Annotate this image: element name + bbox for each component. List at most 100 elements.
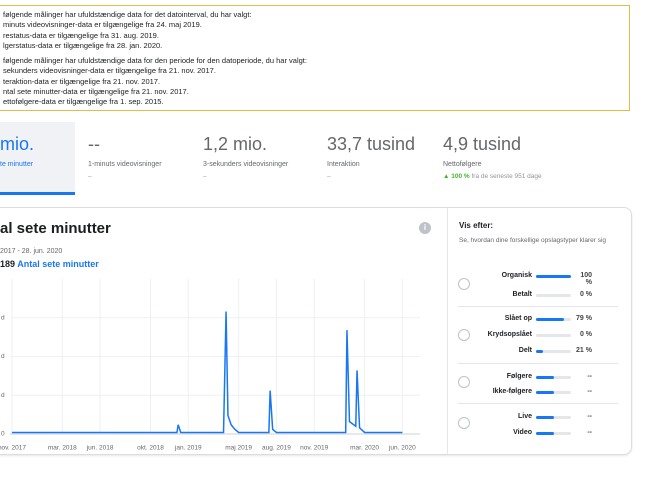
x-tick-label: nov. 2019 xyxy=(300,445,328,452)
notice-item: minuts videovisninger-data er tilgængeli… xyxy=(3,20,202,30)
x-tick-label: nov. 2017 xyxy=(0,445,26,452)
y-tick-label: d xyxy=(1,353,5,360)
y-tick-label: 0 xyxy=(1,431,5,438)
separator xyxy=(458,306,618,307)
row-value: 0 % xyxy=(579,291,592,298)
breakdown-description: Se, hvordan dine forskellige opslagstype… xyxy=(459,237,607,244)
metric-change: ▲ 100 % xyxy=(443,173,470,180)
line-chart: 0 d d d nov. 2017 mar. 2018 jun. 2018 okt. 2018… xyxy=(0,279,420,452)
bar-track xyxy=(536,416,571,419)
metric-note: – xyxy=(88,173,92,180)
row-label: Krydsopslået xyxy=(487,331,532,338)
radio-button[interactable] xyxy=(458,278,470,290)
row-label: Live xyxy=(517,413,532,420)
row-value: 79 % xyxy=(576,315,592,322)
notice-group: følgende målinger har ufuldstændige data… xyxy=(3,56,629,107)
metric-note: – xyxy=(203,173,207,180)
bar-track xyxy=(536,350,571,353)
metric-value: 4,9 tusind xyxy=(443,134,522,154)
metric-label: 1-minuts videovisninger xyxy=(88,161,162,168)
row-label: Ikke-følgere xyxy=(492,388,532,395)
info-icon[interactable]: i xyxy=(419,222,431,234)
total: 189 Antal sete minutter xyxy=(0,259,99,269)
bar-track xyxy=(536,275,571,278)
metric-note: fra de seneste 951 dage xyxy=(471,173,542,180)
metric-tab[interactable]: 33,7 tusind Interaktion – xyxy=(317,122,427,195)
row-label: Betalt xyxy=(512,291,532,298)
chart-title: al sete minutter xyxy=(0,220,111,237)
series-name: Antal sete minutter xyxy=(17,259,99,269)
metric-tab[interactable]: 1,2 mio. 3-sekunders videovisninger – xyxy=(193,122,313,195)
total-value: 189 xyxy=(0,259,16,269)
notice-item: lgerstatus-data er tilgængelige fra 28. … xyxy=(3,40,163,50)
divider xyxy=(447,208,448,454)
notice-box: følgende målinger har ufuldstændige data… xyxy=(0,5,630,111)
bar-track xyxy=(536,334,571,337)
breakdown-row: Delt 21 % xyxy=(470,345,620,359)
bar-track xyxy=(536,294,571,297)
metric-value: 1,2 mio. xyxy=(203,134,268,154)
row-value: -- xyxy=(587,388,592,395)
y-tick-label: d xyxy=(1,392,5,399)
metric-value: mio. xyxy=(0,134,35,154)
row-value: -- xyxy=(587,413,592,420)
row-label: Følgere xyxy=(506,373,532,380)
metric-sub: – xyxy=(88,173,188,180)
chart-card xyxy=(0,207,632,455)
breakdown-row: Slået op 79 % xyxy=(470,313,620,327)
bar-fill xyxy=(536,350,544,353)
notice-item: sekunders videovisninger-data er tilgæng… xyxy=(3,66,216,76)
metric-tab[interactable]: 4,9 tusind Nettofølgere ▲ 100 % fra de sen… xyxy=(433,122,563,195)
metric-sub: – xyxy=(327,173,427,180)
x-tick-label: aug. 2019 xyxy=(262,445,291,452)
metric-label: Nettofølgere xyxy=(443,161,482,168)
breakdown-row: Organisk 100 % xyxy=(470,270,620,286)
x-tick-label: mar. 2020 xyxy=(350,445,379,452)
row-value: -- xyxy=(587,373,592,380)
metric-label: 3-sekunders videovisninger xyxy=(203,161,289,168)
metric-tab[interactable]: -- 1-minuts videovisninger – xyxy=(78,122,188,195)
row-label: Video xyxy=(513,429,532,436)
radio-button[interactable] xyxy=(458,329,470,341)
metric-value: -- xyxy=(88,134,100,154)
metric-tab[interactable]: mio. te minutter xyxy=(0,122,75,195)
notice-heading: følgende målinger har ufuldstændige data… xyxy=(3,56,307,66)
notice-item: ettofølgere-data er tilgængelige fra 1. … xyxy=(3,97,164,107)
row-value: 100 % xyxy=(580,272,592,286)
radio-button[interactable] xyxy=(458,417,470,429)
radio-button[interactable] xyxy=(458,376,470,388)
bar-fill xyxy=(536,318,564,321)
x-tick-label: jun. 2020 xyxy=(388,445,416,452)
notice-heading: følgende målinger har ufuldstændige data… xyxy=(3,10,252,19)
x-tick-label: maj 2019 xyxy=(225,445,252,452)
x-tick-label: okt. 2018 xyxy=(137,445,164,452)
date-range: 2017 - 28. jun. 2020 xyxy=(0,248,63,255)
breakdown-row: Video -- xyxy=(470,427,620,441)
notice-item: restatus-data er tilgængelige fra 31. au… xyxy=(3,30,159,40)
y-tick-label: d xyxy=(1,314,5,321)
data-line xyxy=(11,311,403,434)
metric-note: – xyxy=(327,173,331,180)
breakdown-row: Ikke-følgere -- xyxy=(470,386,620,400)
x-tick-label: jun. 2018 xyxy=(86,445,114,452)
metric-sub: – xyxy=(203,173,313,180)
breakdown-row: Betalt 0 % xyxy=(470,289,620,303)
row-label: Delt xyxy=(518,347,532,354)
bar-placeholder xyxy=(536,416,554,419)
x-tick-label: mar. 2018 xyxy=(48,445,77,452)
metric-label: te minutter xyxy=(0,161,34,168)
row-label: Slået op xyxy=(504,315,532,322)
bar-track xyxy=(536,391,571,394)
separator xyxy=(458,363,618,364)
x-tick-label: jan. 2019 xyxy=(174,445,202,452)
separator xyxy=(458,403,618,404)
notice-item: ntal sete minutter-data er tilgængelige … xyxy=(3,87,189,97)
breakdown-row: Live -- xyxy=(470,411,620,425)
bar-placeholder xyxy=(536,376,554,379)
row-label: Organisk xyxy=(501,272,532,279)
row-value: 0 % xyxy=(579,331,592,338)
bar-placeholder xyxy=(536,432,554,435)
metric-label: Interaktion xyxy=(327,161,360,168)
notice-group: følgende målinger har ufuldstændige data… xyxy=(3,10,629,51)
bar-track xyxy=(536,318,571,321)
